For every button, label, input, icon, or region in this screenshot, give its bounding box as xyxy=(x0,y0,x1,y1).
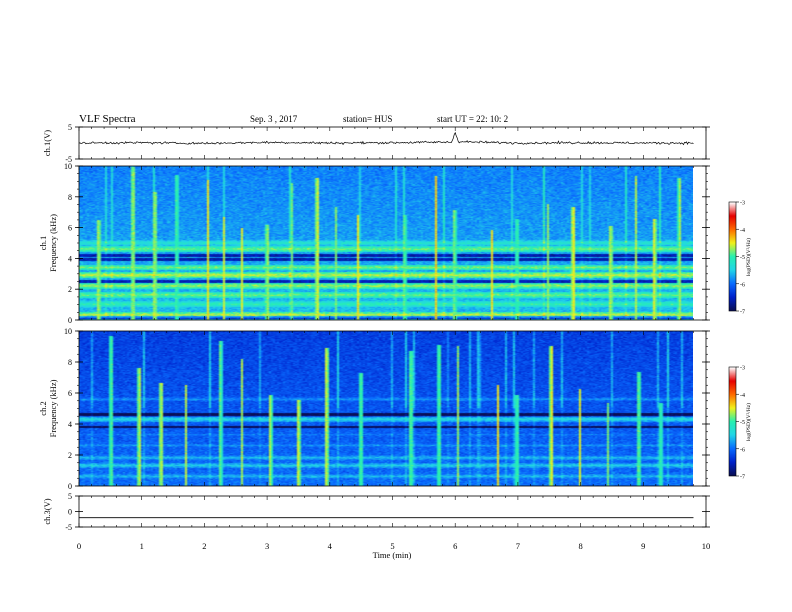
ch1-colorbar-image xyxy=(729,202,736,311)
ch1-spectrogram-ylabel-line: Frequency (kHz) xyxy=(48,214,58,272)
ch2-colorbar-tick-label: -4 xyxy=(740,393,745,399)
ch3-waveform-ytick-label: 5 xyxy=(68,492,72,501)
ch2-spectrogram-ytick-label: 6 xyxy=(68,389,72,398)
figure-title: VLF Spectra xyxy=(79,113,136,125)
date-label: Sep. 3 , 2017 xyxy=(250,114,298,124)
ch2-spectrogram-ytick-label: 10 xyxy=(64,327,72,336)
ch2-spectrogram-ytick-label: 8 xyxy=(68,358,72,367)
ch1-spectrogram-ytick-label: 8 xyxy=(68,193,72,202)
ch3-waveform-ytick-label: 0 xyxy=(68,508,72,517)
ch2-colorbar-tick-label: -6 xyxy=(740,447,745,453)
ch1-spectrogram-ylabel-line: ch.1 xyxy=(38,236,48,250)
ch2-spectrogram-image xyxy=(79,331,693,486)
ch1-spectrogram-ytick-label: 6 xyxy=(68,224,72,233)
ch1-spectrogram-ytick-label: 10 xyxy=(64,162,72,171)
x-axis-label: Time (min) xyxy=(373,550,412,560)
ch1-spectrogram-ytick-label: 2 xyxy=(68,285,72,294)
xtick-label: 0 xyxy=(77,541,81,551)
ch1-colorbar-tick-label: -6 xyxy=(740,282,745,288)
ch1-spectrogram-ytick-label: 0 xyxy=(68,316,72,325)
ch1-waveform-ytick-label: 5 xyxy=(68,123,72,132)
ch2-colorbar-tick-label: -5 xyxy=(740,420,745,426)
ch3-waveform-ylabel: ch.3(V) xyxy=(42,498,52,524)
xtick-label: 7 xyxy=(516,541,520,551)
ch2-colorbar-label: log(PSD)(V²/Hz) xyxy=(745,403,752,441)
ch1-waveform-ylabel: ch.1(V) xyxy=(42,130,52,156)
ch2-spectrogram-ylabel: ch.2Frequency (kHz) xyxy=(38,379,58,437)
ch3-waveform-frame xyxy=(78,495,707,528)
xtick-label: 6 xyxy=(453,541,457,551)
ch1-waveform-trace xyxy=(78,131,694,146)
ch2-spectrogram-ytick-label: 2 xyxy=(68,451,72,460)
ch2-colorbar-tick-label: -3 xyxy=(740,366,745,372)
xtick-label: 2 xyxy=(202,541,206,551)
ch3-waveform-ytick-label: -5 xyxy=(65,523,72,532)
ch1-spectrogram-ylabel: ch.1Frequency (kHz) xyxy=(38,214,58,272)
ch1-waveform-ytick-label: -5 xyxy=(65,155,72,164)
xtick-label: 4 xyxy=(328,541,333,551)
station-label: station= HUS xyxy=(343,114,393,124)
xtick-label: 1 xyxy=(140,541,144,551)
ch1-colorbar-tick-label: -5 xyxy=(740,255,745,261)
ch2-spectrogram-ylabel-line: ch.2 xyxy=(38,401,48,415)
ch1-spectrogram-image xyxy=(79,166,693,320)
xtick-label: 5 xyxy=(390,541,394,551)
ch1-colorbar-label: log(PSD)(V²/Hz) xyxy=(745,238,752,276)
xtick-label: 10 xyxy=(702,541,711,551)
ch1-colorbar-tick-label: -4 xyxy=(740,228,745,234)
xtick-label: 9 xyxy=(641,541,645,551)
ch1-colorbar-tick-label: -7 xyxy=(740,310,745,316)
ch2-colorbar-image xyxy=(729,367,736,476)
ch1-spectrogram-ytick-label: 4 xyxy=(68,254,72,263)
ch1-colorbar-tick-label: -3 xyxy=(740,201,745,207)
ch2-colorbar-tick-label: -7 xyxy=(740,475,745,481)
start-time-label: start UT = 22: 10: 2 xyxy=(437,114,509,124)
ch2-spectrogram-ytick-label: 0 xyxy=(68,482,72,491)
xtick-label: 8 xyxy=(578,541,582,551)
ch2-spectrogram-ytick-label: 4 xyxy=(68,420,72,429)
ch2-spectrogram-ylabel-line: Frequency (kHz) xyxy=(48,379,58,437)
xtick-label: 3 xyxy=(265,541,269,551)
